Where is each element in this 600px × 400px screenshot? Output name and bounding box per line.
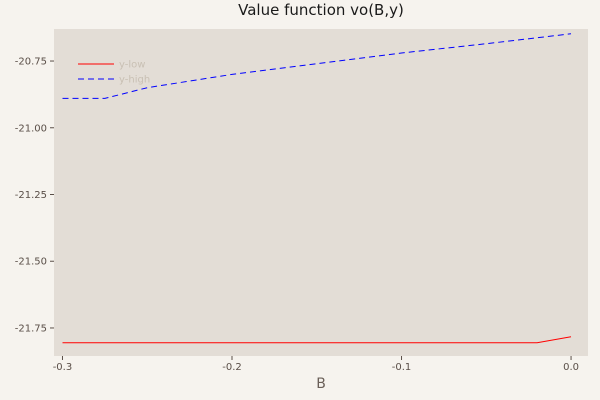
legend-label-y-low: y-low	[119, 60, 145, 71]
y-tick-label: -21.00	[15, 123, 47, 134]
legend-label-y-high: y-high	[119, 75, 150, 86]
plot-area	[54, 29, 588, 356]
x-axis-label: B	[316, 376, 326, 392]
x-tick-label: 0.0	[563, 362, 579, 373]
series-line-y-high	[62, 33, 572, 99]
series-line-y-low	[62, 336, 572, 344]
x-tick-label: -0.2	[222, 362, 242, 373]
legend: y-low y-high	[78, 60, 150, 86]
y-tick-label: -21.50	[15, 257, 47, 268]
x-tick-label: -0.1	[392, 362, 412, 373]
y-tick-label: -20.75	[15, 57, 47, 68]
y-tick-label: -21.25	[15, 190, 47, 201]
x-tick-label: -0.3	[53, 362, 73, 373]
series-group	[62, 33, 572, 344]
y-tick-label: -21.75	[15, 323, 47, 334]
axis-ticks: -0.3 -0.2 -0.1 0.0 -20.75 -21.00 -21.25 -21.50 -…	[15, 57, 579, 373]
chart-title: Value function vo(B,y)	[238, 1, 404, 19]
